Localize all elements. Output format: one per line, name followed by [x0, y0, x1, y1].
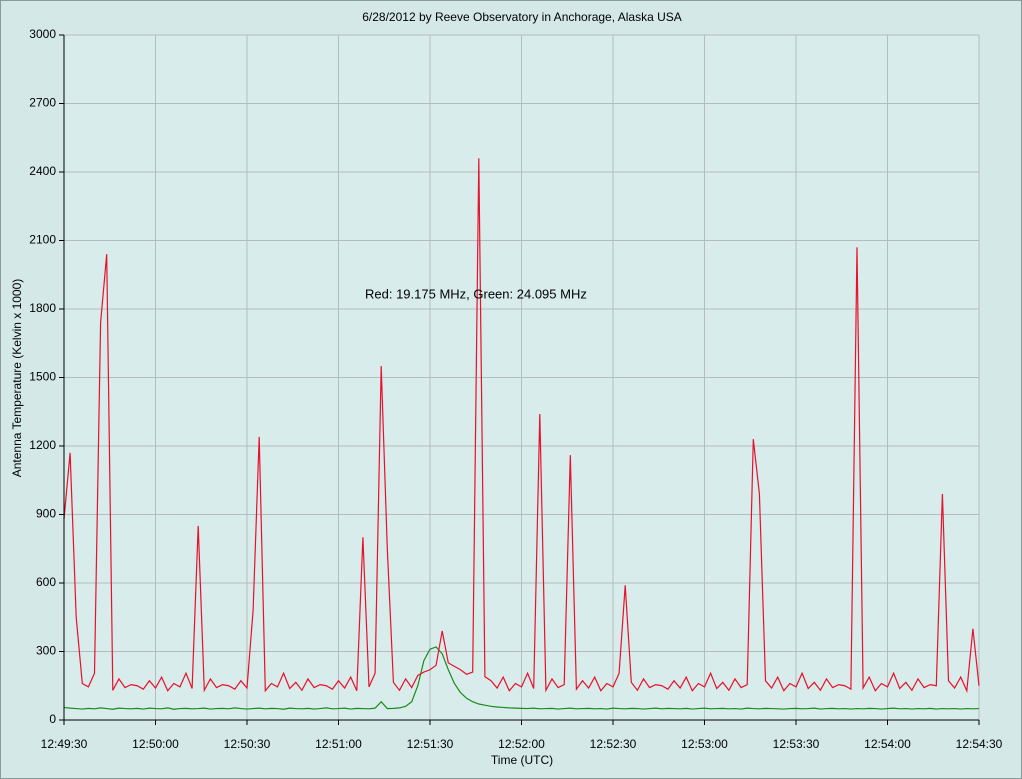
- y-tick-label: 900: [36, 507, 56, 521]
- y-tick-label: 1200: [29, 438, 56, 452]
- x-tick-label: 12:54:30: [956, 737, 1003, 751]
- x-tick-label: 12:51:00: [315, 737, 362, 751]
- series-line: [63, 646, 980, 710]
- x-tick-label: 12:53:30: [773, 737, 820, 751]
- y-tick-label: 2700: [29, 96, 56, 110]
- y-tick-label: 0: [49, 712, 56, 726]
- y-tick-label: 600: [36, 575, 56, 589]
- x-axis-label: Time (UTC): [491, 753, 553, 767]
- grid: [63, 34, 980, 721]
- annotation: Red: 19.175 MHz, Green: 24.095 MHz: [365, 286, 587, 301]
- x-tick-label: 12:53:00: [681, 737, 728, 751]
- x-tick-label: 12:51:30: [407, 737, 454, 751]
- series-layer: [63, 158, 980, 710]
- x-tick-label: 12:50:00: [132, 737, 179, 751]
- x-tick-label: 12:52:00: [498, 737, 545, 751]
- chart-title: 6/28/2012 by Reeve Observatory in Anchor…: [362, 10, 682, 24]
- y-tick-label: 2100: [29, 233, 56, 247]
- y-tick-label: 2400: [29, 164, 56, 178]
- x-tick-label: 12:54:00: [864, 737, 911, 751]
- y-tick-label: 300: [36, 644, 56, 658]
- x-tick-label: 12:50:30: [224, 737, 271, 751]
- y-tick-label: 1500: [29, 370, 56, 384]
- x-tick-label: 12:49:30: [41, 737, 88, 751]
- y-axis-label: Antenna Temperature (Kelvin x 1000): [10, 279, 24, 478]
- series-line: [63, 158, 980, 694]
- y-tick-label: 3000: [29, 27, 56, 41]
- y-tick-label: 1800: [29, 301, 56, 315]
- x-tick-label: 12:52:30: [590, 737, 637, 751]
